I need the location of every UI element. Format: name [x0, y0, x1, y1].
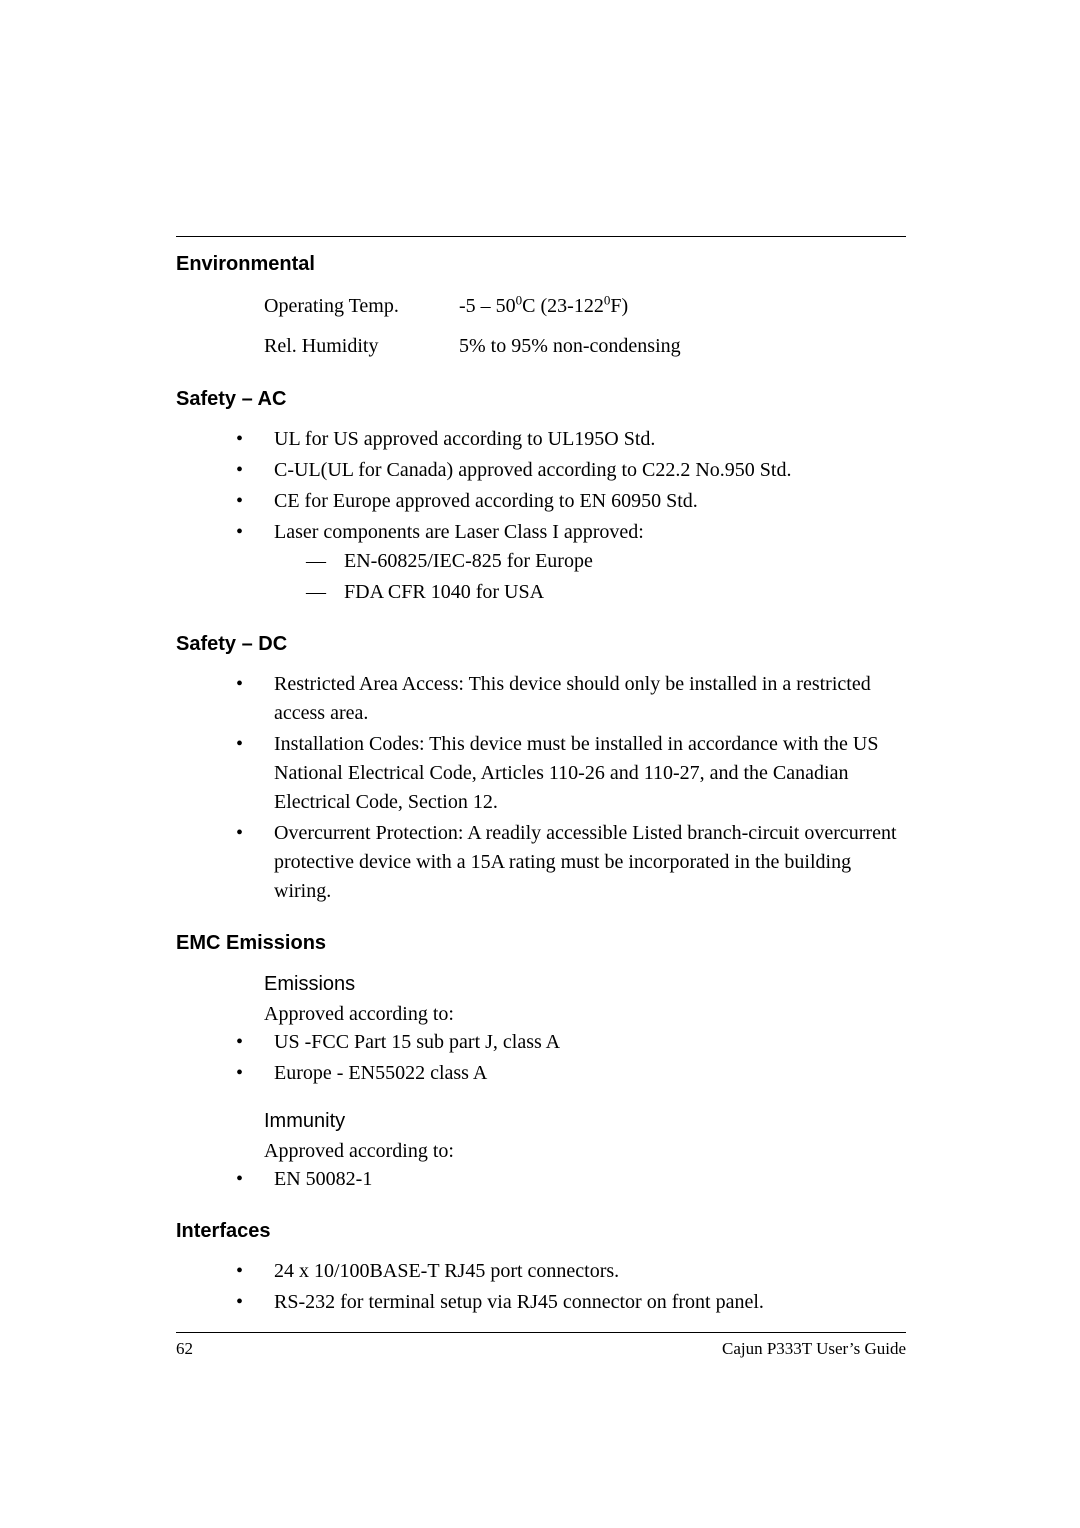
list-item: C-UL(UL for Canada) approved according t…: [236, 456, 906, 485]
emissions-list: US -FCC Part 15 sub part J, class A Euro…: [236, 1028, 906, 1088]
heading-emc: EMC Emissions: [176, 932, 906, 955]
page-number: 62: [176, 1339, 193, 1359]
list-item: Restricted Area Access: This device shou…: [236, 670, 906, 728]
list-item: CE for Europe approved according to EN 6…: [236, 487, 906, 516]
subheading-immunity: Immunity: [264, 1110, 906, 1133]
heading-interfaces: Interfaces: [176, 1220, 906, 1243]
spec-value: -5 – 500C (23-1220F): [459, 290, 628, 322]
heading-safety-ac: Safety – AC: [176, 388, 906, 411]
laser-sublist: EN-60825/IEC-825 for Europe FDA CFR 1040…: [306, 547, 906, 607]
safety-ac-list: UL for US approved according to UL195O S…: [236, 425, 906, 607]
sublist-item: FDA CFR 1040 for USA: [306, 578, 906, 607]
list-item: 24 x 10/100BASE-T RJ45 port connectors.: [236, 1257, 906, 1286]
sublist-item: EN-60825/IEC-825 for Europe: [306, 547, 906, 576]
page-footer: 62 Cajun P333T User’s Guide: [176, 1332, 906, 1359]
spec-row: Operating Temp. -5 – 500C (23-1220F): [264, 290, 906, 322]
immunity-lead: Approved according to:: [264, 1137, 906, 1165]
footer-rule: [176, 1332, 906, 1333]
safety-dc-list: Restricted Area Access: This device shou…: [236, 670, 906, 906]
page-content: Environmental Operating Temp. -5 – 500C …: [176, 236, 906, 1319]
spec-row: Rel. Humidity 5% to 95% non-condensing: [264, 330, 906, 362]
immunity-list: EN 50082-1: [236, 1165, 906, 1194]
list-item: UL for US approved according to UL195O S…: [236, 425, 906, 454]
list-item: Laser components are Laser Class I appro…: [236, 518, 906, 607]
list-item-text: Laser components are Laser Class I appro…: [274, 521, 644, 543]
spec-label: Operating Temp.: [264, 290, 454, 322]
list-item: Europe - EN55022 class A: [236, 1059, 906, 1088]
list-item: Overcurrent Protection: A readily access…: [236, 819, 906, 906]
footer-row: 62 Cajun P333T User’s Guide: [176, 1339, 906, 1359]
list-item: US -FCC Part 15 sub part J, class A: [236, 1028, 906, 1057]
spec-value: 5% to 95% non-condensing: [459, 330, 681, 362]
spec-label: Rel. Humidity: [264, 330, 454, 362]
list-item: EN 50082-1: [236, 1165, 906, 1194]
heading-environmental: Environmental: [176, 253, 906, 276]
doc-title: Cajun P333T User’s Guide: [722, 1339, 906, 1359]
top-rule: [176, 236, 906, 237]
environmental-specs: Operating Temp. -5 – 500C (23-1220F) Rel…: [176, 290, 906, 362]
heading-safety-dc: Safety – DC: [176, 633, 906, 656]
list-item: Installation Codes: This device must be …: [236, 730, 906, 817]
interfaces-list: 24 x 10/100BASE-T RJ45 port connectors. …: [236, 1257, 906, 1317]
emissions-lead: Approved according to:: [264, 1000, 906, 1028]
list-item: RS-232 for terminal setup via RJ45 conne…: [236, 1288, 906, 1317]
subheading-emissions: Emissions: [264, 973, 906, 996]
